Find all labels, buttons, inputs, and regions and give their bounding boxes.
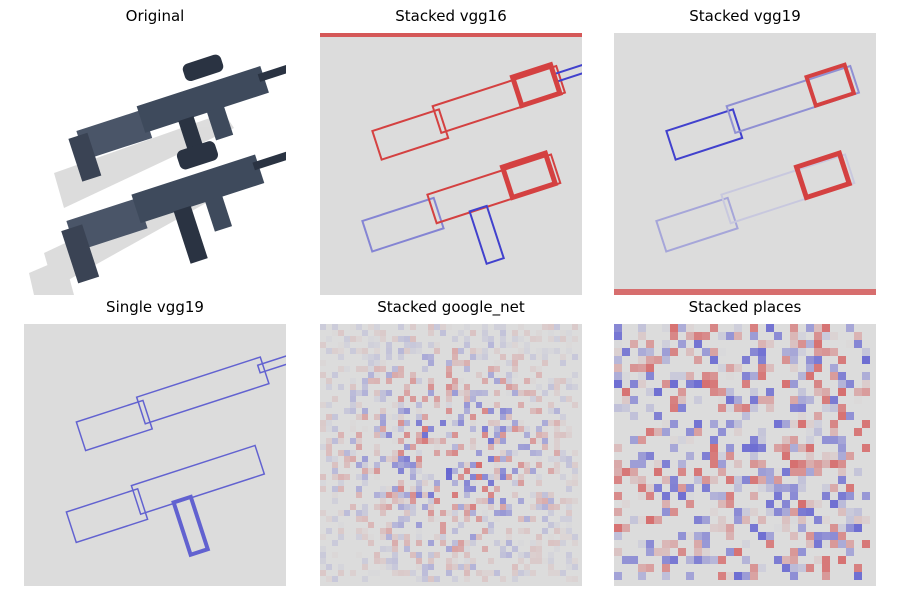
two-assault-rifles-icon [24,33,286,295]
heatmap-single-vgg19 [24,324,286,586]
original-image [24,33,286,295]
heatmap-stacked-vgg19 [614,33,876,295]
panel-title: Stacked vgg19 [689,7,801,25]
heatmap-stacked-places [614,324,876,586]
panel-title: Original [125,7,185,25]
heatmap-stacked-vgg16 [320,33,582,295]
panel-title: Stacked places [688,298,802,316]
panel-title: Single vgg19 [106,298,204,316]
panel-title: Stacked vgg16 [395,7,507,25]
panel-title: Stacked google_net [377,298,525,316]
heatmap-stacked-google-net [320,324,582,586]
